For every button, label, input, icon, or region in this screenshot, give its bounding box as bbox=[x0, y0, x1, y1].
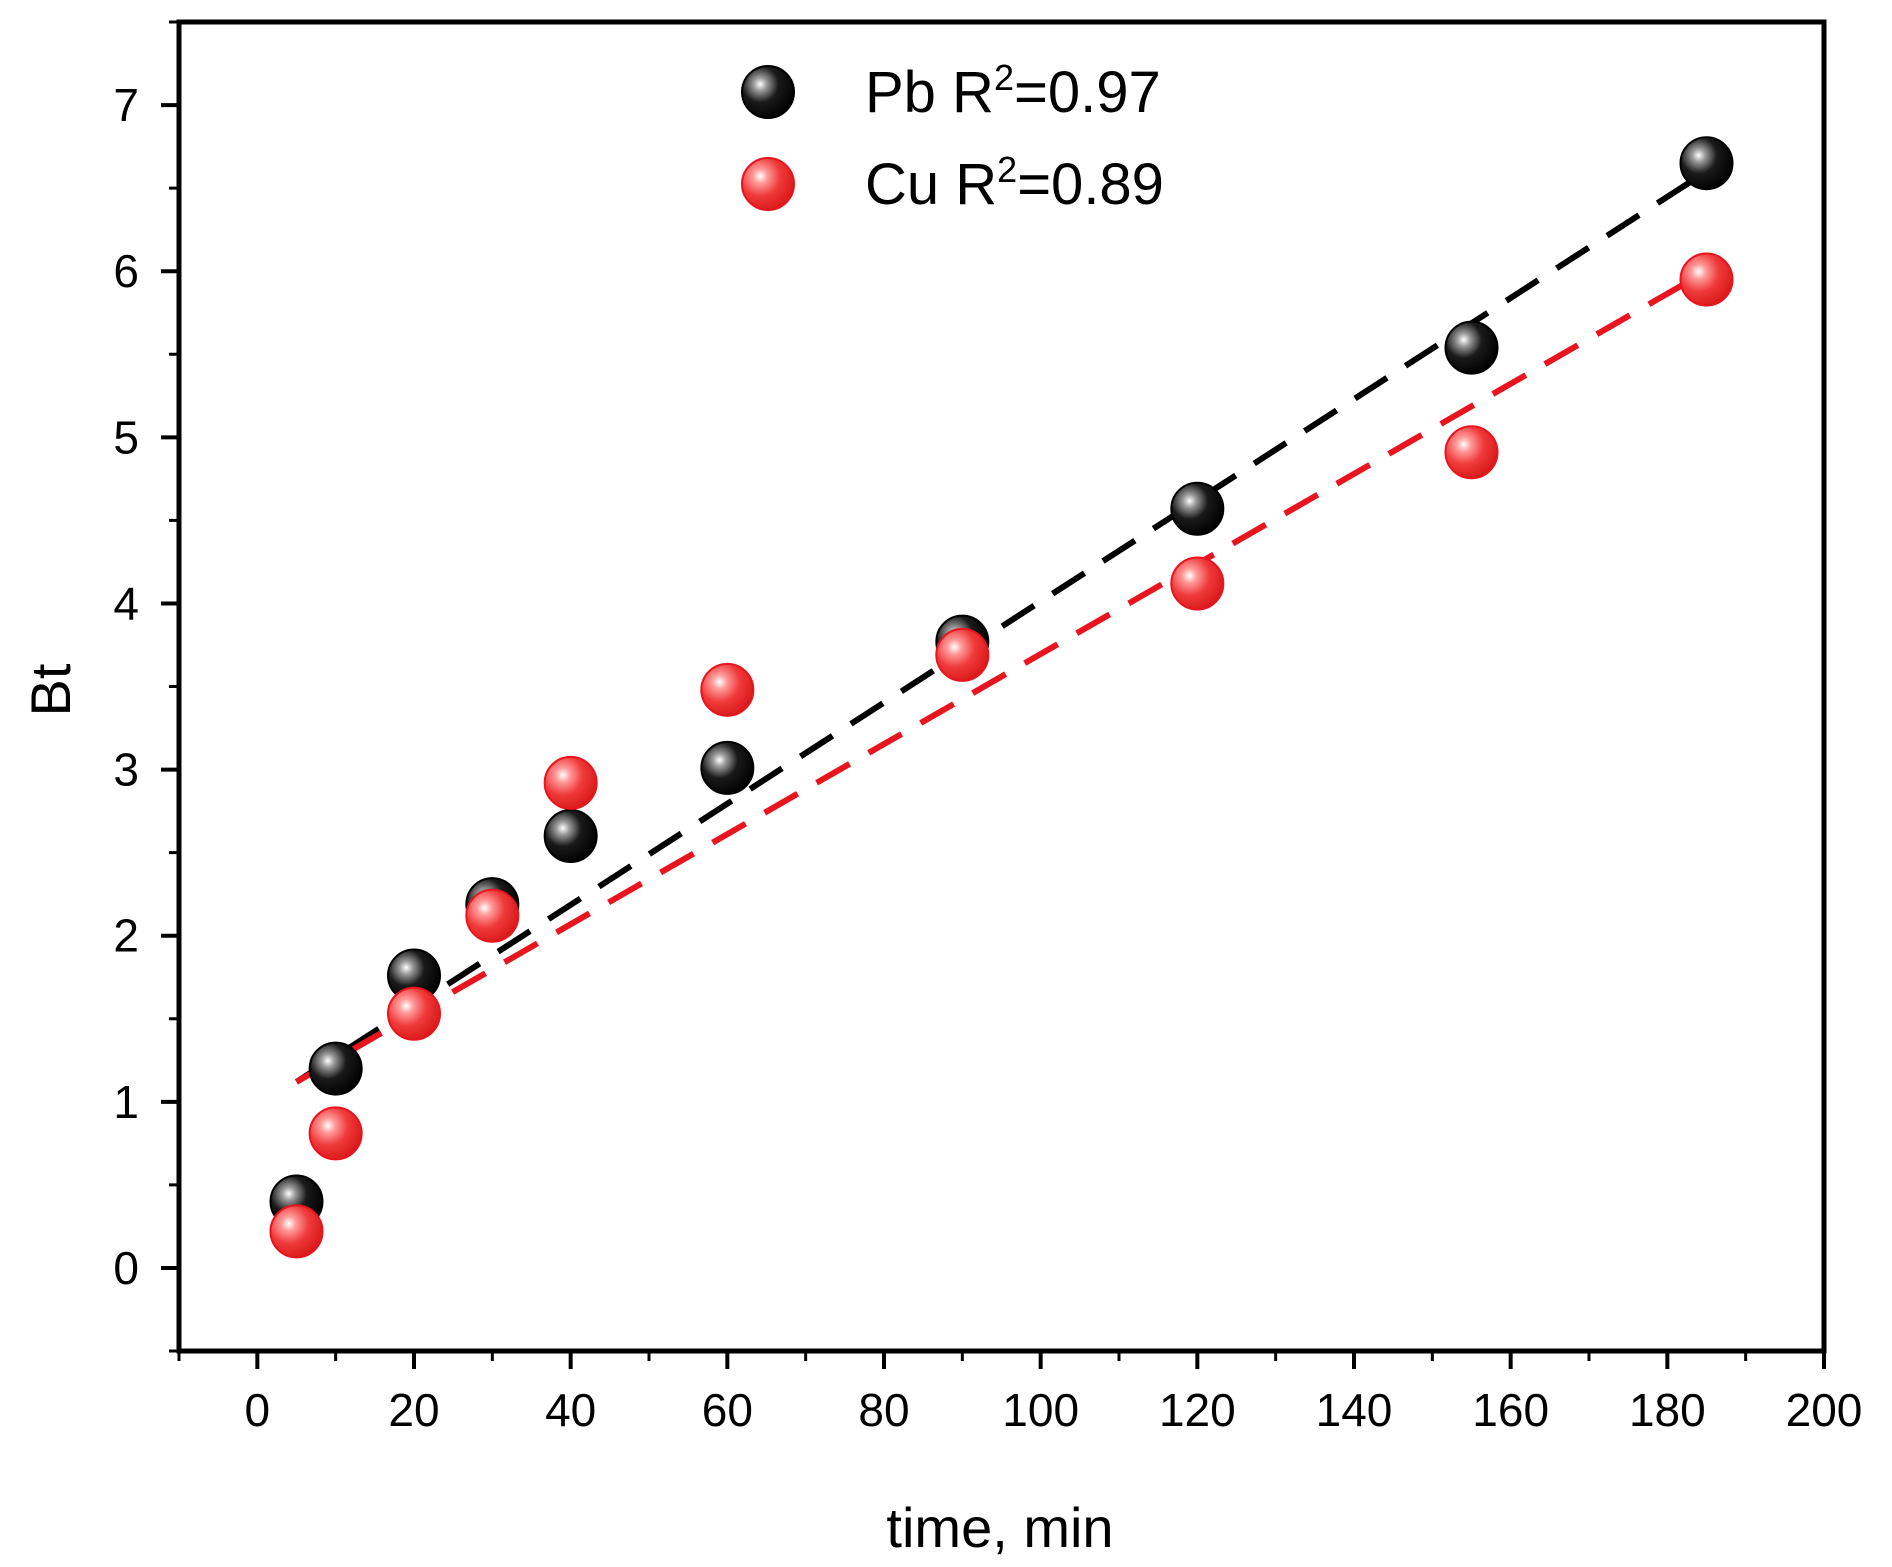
x-tick-label: 20 bbox=[388, 1384, 439, 1436]
legend-label-cu-sup: 2 bbox=[997, 149, 1017, 190]
point-pb bbox=[308, 1041, 363, 1096]
point-cu bbox=[935, 627, 990, 682]
x-tick-label: 160 bbox=[1472, 1384, 1549, 1436]
x-axis-title: time, min bbox=[886, 1496, 1113, 1559]
fit-line-pb bbox=[294, 168, 1709, 1085]
point-cu bbox=[1170, 556, 1225, 611]
x-tick-label: 0 bbox=[245, 1384, 271, 1436]
y-tick-label: 1 bbox=[113, 1076, 139, 1128]
fit-lines bbox=[294, 168, 1709, 1085]
legend-marker-cu bbox=[741, 157, 795, 211]
point-pb bbox=[543, 809, 598, 864]
x-tick-label: 100 bbox=[1002, 1384, 1079, 1436]
x-axis-ticks: 0 20 40 60 80 100 120 140 160 180 200 bbox=[177, 1351, 1863, 1436]
x-tick-label: 80 bbox=[858, 1384, 909, 1436]
y-axis-ticks: 0 1 2 3 4 5 6 7 bbox=[113, 20, 179, 1353]
legend-label-cu-text: Cu R bbox=[865, 152, 997, 217]
legend-marker-pb bbox=[741, 65, 795, 119]
legend-label-pb-value: =0.97 bbox=[1014, 60, 1161, 125]
y-tick-label: 2 bbox=[113, 910, 139, 962]
y-tick-label: 4 bbox=[113, 577, 139, 629]
legend: Pb R2=0.97 Cu R2=0.89 bbox=[741, 57, 1164, 217]
point-pb bbox=[1444, 320, 1499, 375]
legend-label-cu-value: =0.89 bbox=[1017, 152, 1164, 217]
point-cu bbox=[269, 1204, 324, 1259]
legend-label-pb: Pb R2=0.97 bbox=[865, 57, 1161, 125]
y-tick-label: 3 bbox=[113, 744, 139, 796]
point-pb bbox=[1170, 481, 1225, 536]
point-cu bbox=[700, 662, 755, 717]
fit-line-cu bbox=[295, 268, 1708, 1085]
point-cu bbox=[387, 986, 441, 1041]
point-cu bbox=[465, 888, 520, 943]
x-tick-label: 120 bbox=[1159, 1384, 1236, 1436]
point-cu bbox=[1679, 252, 1734, 307]
data-points bbox=[269, 136, 1734, 1259]
point-cu bbox=[543, 755, 598, 810]
point-cu bbox=[1444, 425, 1499, 480]
point-pb bbox=[700, 740, 755, 795]
x-tick-label: 180 bbox=[1629, 1384, 1706, 1436]
point-cu bbox=[308, 1106, 363, 1161]
y-tick-label: 5 bbox=[113, 411, 139, 463]
plot-frame bbox=[176, 19, 1827, 1354]
y-tick-label: 6 bbox=[113, 245, 139, 297]
legend-label-cu: Cu R2=0.89 bbox=[865, 149, 1164, 217]
y-tick-label: 7 bbox=[113, 79, 139, 131]
y-axis-title: Bt bbox=[19, 663, 82, 716]
legend-label-pb-text: Pb R bbox=[865, 60, 994, 125]
x-tick-label: 40 bbox=[545, 1384, 596, 1436]
x-tick-label: 200 bbox=[1786, 1384, 1863, 1436]
point-pb bbox=[1679, 136, 1734, 191]
legend-label-pb-sup: 2 bbox=[994, 57, 1014, 98]
x-tick-label: 60 bbox=[702, 1384, 753, 1436]
y-tick-label: 0 bbox=[113, 1242, 139, 1294]
x-tick-label: 140 bbox=[1316, 1384, 1393, 1436]
